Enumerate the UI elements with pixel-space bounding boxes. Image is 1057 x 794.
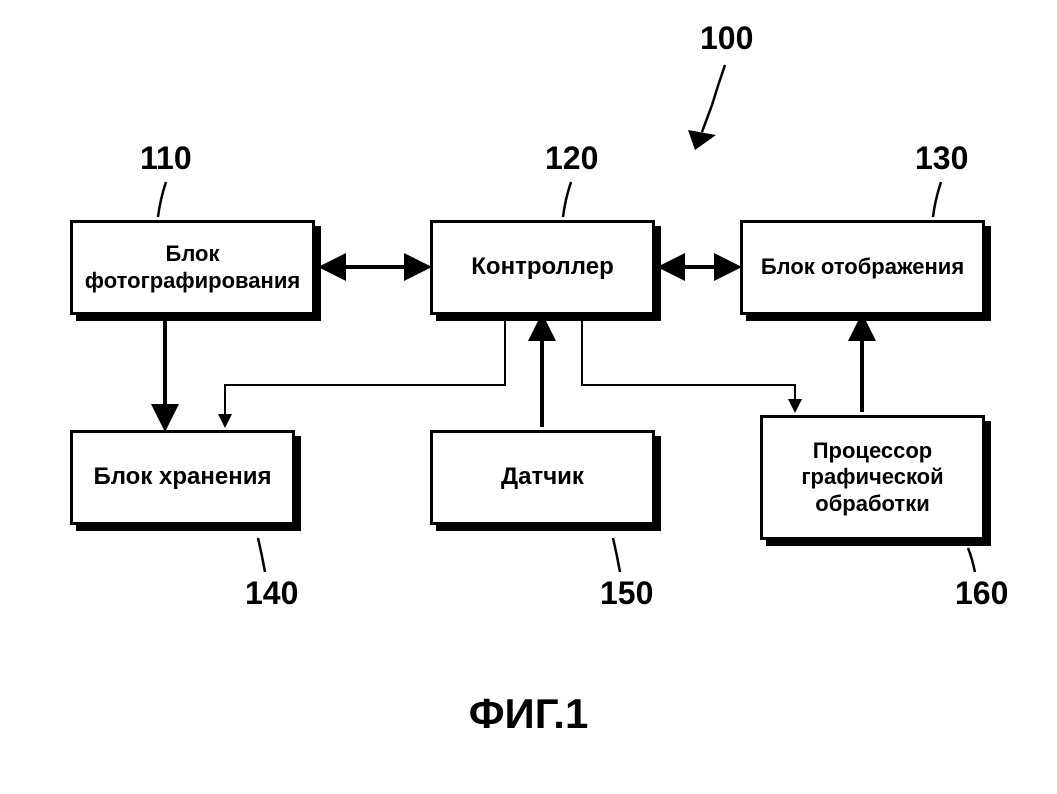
figure-caption: ФИГ.1 (0, 690, 1057, 738)
block-controller-label: Контроллер (471, 253, 613, 282)
block-photo-label: Блокфотографирования (85, 241, 300, 294)
block-photo: Блокфотографирования (70, 220, 315, 315)
ref-100: 100 (700, 20, 753, 57)
block-controller: Контроллер (430, 220, 655, 315)
block-storage-label: Блок хранения (94, 463, 272, 492)
block-display-label: Блок отображения (761, 254, 964, 280)
block-sensor-label: Датчик (501, 463, 584, 492)
ref-140: 140 (245, 575, 298, 612)
ref-130: 130 (915, 140, 968, 177)
ref-110: 110 (140, 140, 192, 177)
ref-150: 150 (600, 575, 653, 612)
block-display: Блок отображения (740, 220, 985, 315)
block-gpu-label: Процессорграфическойобработки (801, 438, 943, 517)
ref-160: 160 (955, 575, 1008, 612)
block-sensor: Датчик (430, 430, 655, 525)
arrows-layer (0, 0, 1057, 794)
ref-120: 120 (545, 140, 598, 177)
diagram-container: 100 110 120 130 140 150 160 Блокфотограф… (0, 0, 1057, 794)
block-gpu: Процессорграфическойобработки (760, 415, 985, 540)
block-storage: Блок хранения (70, 430, 295, 525)
